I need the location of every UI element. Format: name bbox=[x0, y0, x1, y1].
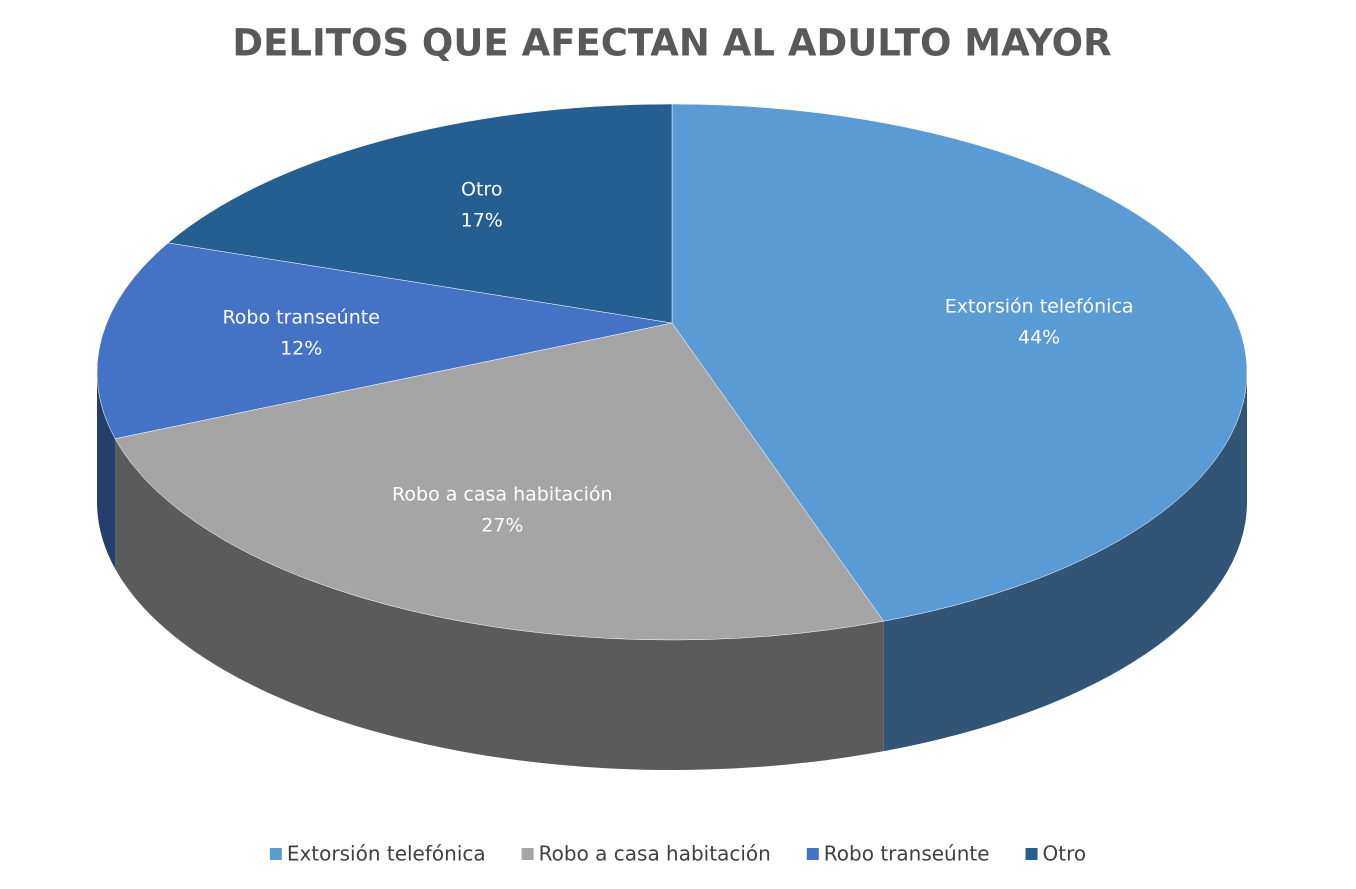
slice-category-label: Extorsión telefónica bbox=[945, 296, 1134, 318]
legend-label: Robo a casa habitación bbox=[539, 842, 771, 866]
slice-category-label: Robo a casa habitación bbox=[392, 484, 613, 506]
slice-value-label: 44% bbox=[1018, 327, 1060, 349]
legend-label: Extorsión telefónica bbox=[287, 842, 486, 866]
legend-swatch bbox=[806, 848, 819, 860]
slice-side bbox=[97, 372, 116, 569]
chart-title: DELITOS QUE AFECTAN AL ADULTO MAYOR bbox=[232, 22, 1111, 65]
slice bbox=[114, 322, 885, 641]
legend-label: Otro bbox=[1043, 842, 1087, 866]
slice-value-label: 17% bbox=[461, 209, 503, 231]
slice-value-label: 27% bbox=[481, 515, 523, 537]
legend: Extorsión telefónica Robo a casa habitaci… bbox=[269, 842, 1087, 866]
legend-swatch bbox=[521, 848, 534, 860]
slice-side bbox=[883, 372, 1247, 752]
legend-label: Robo transeúnte bbox=[824, 842, 990, 866]
slice bbox=[671, 103, 1248, 622]
slice-side bbox=[115, 438, 884, 770]
slice bbox=[96, 242, 673, 439]
slice bbox=[167, 103, 673, 324]
slice-category-label: Robo transeúnte bbox=[222, 307, 379, 329]
legend-swatch bbox=[269, 848, 282, 860]
legend-swatch bbox=[1025, 848, 1038, 860]
slice-category-label: Otro bbox=[461, 178, 502, 200]
slice-value-label: 12% bbox=[280, 338, 322, 360]
